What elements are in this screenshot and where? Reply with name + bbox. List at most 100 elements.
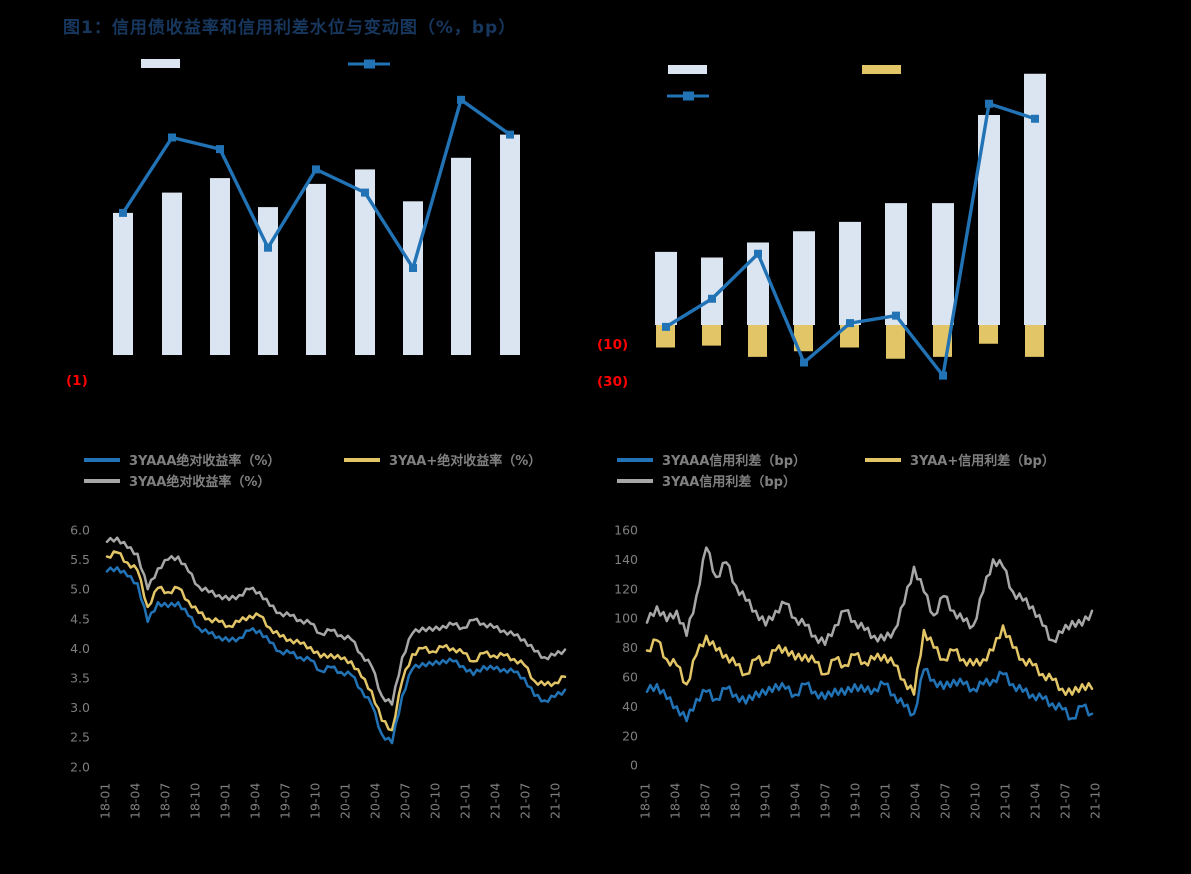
negative-axis-label: (30) (597, 374, 628, 390)
legend-row: 3YAA信用利差（bp） (617, 470, 1191, 491)
x-tick-label: 20-07 (398, 783, 413, 819)
legend-row: 3YAA绝对收益率（%） (84, 470, 589, 491)
line-marker (409, 264, 417, 272)
legend-row: 3YAAA绝对收益率（%） 3YAA+绝对收益率（%） (84, 449, 589, 470)
line-marker (708, 294, 716, 303)
series-line-1 (645, 624, 1094, 697)
level-bar (113, 212, 133, 355)
x-tick-label: 19-10 (308, 783, 323, 819)
line-marker (754, 249, 762, 258)
legend-item-3yaa-plus-yield: 3YAA+绝对收益率（%） (344, 450, 541, 469)
x-tick-label: 18-07 (158, 783, 173, 819)
y-tick-label: 0 (630, 758, 638, 773)
y-tick-label: 80 (622, 640, 638, 655)
change-bar (748, 325, 767, 357)
top-right-spread-bar-line-chart: (10) (30) (597, 65, 1046, 390)
y-tick-label: 100 (614, 611, 638, 626)
level-bar (403, 201, 423, 355)
legend-bar-swatch-icon (862, 65, 901, 74)
y-tick-label: 20 (622, 728, 638, 743)
line-marker (800, 358, 808, 367)
level-bar (839, 221, 861, 325)
bottom-left-legend: 3YAAA绝对收益率（%） 3YAA+绝对收益率（%） 3YAA绝对收益率（%） (84, 449, 589, 491)
legend-label: 3YAA+绝对收益率（%） (389, 454, 542, 469)
x-tick-label: 20-04 (368, 783, 383, 819)
legend-row: 3YAAA信用利差（bp） 3YAA+信用利差（bp） (617, 449, 1191, 470)
legend-label: 3YAAA绝对收益率（%） (129, 454, 281, 469)
line-marker (264, 243, 272, 252)
x-tick-label: 21-10 (548, 783, 563, 819)
level-bar (306, 183, 326, 355)
negative-axis-label: (1) (66, 373, 88, 389)
legend-item-3yaa-spread: 3YAA信用利差（bp） (617, 471, 796, 490)
negative-axis-label: (10) (597, 337, 628, 353)
x-tick-label: 21-01 (458, 783, 473, 819)
level-bar (355, 169, 375, 355)
x-tick-label: 20-04 (908, 783, 923, 819)
line-marker (662, 322, 670, 331)
bottom-right-spread-line-chart: 160 140 120 100 80 60 40 20 018-01 18-04 18-07 18-1… (614, 523, 1103, 820)
series-line-2 (105, 536, 567, 706)
x-tick-label: 19-04 (248, 783, 263, 819)
legend-marker-swatch-icon (364, 59, 375, 69)
level-bar (701, 257, 723, 325)
x-tick-label: 18-04 (668, 783, 683, 819)
gray-line-swatch-icon (84, 478, 120, 483)
yellow-line-swatch-icon (344, 457, 380, 462)
line-marker (1031, 114, 1039, 123)
x-tick-label: 18-01 (98, 783, 113, 819)
line-marker (119, 208, 127, 217)
level-bar (1024, 73, 1046, 325)
x-tick-label: 20-01 (338, 783, 353, 819)
level-bar (978, 115, 1000, 325)
line-marker (457, 95, 465, 104)
line-marker (985, 99, 993, 108)
line-marker (168, 133, 176, 142)
x-tick-label: 18-10 (728, 783, 743, 819)
y-tick-label: 120 (614, 581, 638, 596)
legend-label: 3YAA信用利差（bp） (662, 475, 796, 490)
legend-label: 3YAA+信用利差（bp） (910, 454, 1055, 469)
legend-item-3yaaa-spread: 3YAAA信用利差（bp） (617, 450, 865, 469)
figure-title: 图1：信用债收益率和信用利差水位与变动图（%，bp） (63, 18, 517, 38)
x-tick-label: 21-04 (1028, 783, 1043, 819)
change-bar (886, 325, 905, 359)
series-line-0 (645, 667, 1094, 723)
change-bar (1025, 325, 1044, 357)
level-bar (655, 251, 677, 325)
x-tick-label: 19-01 (758, 783, 773, 819)
y-tick-label: 4.0 (70, 641, 90, 656)
bottom-left-yield-line-chart: 6.0 5.5 5.0 4.5 4.0 3.5 3.0 2.5 2.0 18-01 18-04 18-… (70, 523, 567, 819)
legend-item-3yaa-plus-spread: 3YAA+信用利差（bp） (865, 450, 1055, 469)
y-tick-label: 6.0 (70, 523, 90, 538)
line-marker (939, 371, 947, 380)
x-tick-label: 21-07 (1058, 783, 1073, 819)
x-tick-label: 20-01 (878, 783, 893, 819)
change-bar (702, 325, 721, 346)
x-tick-label: 20-10 (428, 783, 443, 819)
yellow-line-swatch-icon (865, 457, 901, 462)
x-tick-label: 18-07 (698, 783, 713, 819)
y-tick-label: 40 (622, 699, 638, 714)
x-tick-label: 21-10 (1088, 783, 1103, 819)
line-marker (361, 188, 369, 197)
level-bar (162, 192, 182, 355)
legend-bar-swatch-icon (668, 65, 707, 74)
level-bar (210, 178, 230, 355)
x-tick-label: 20-07 (938, 783, 953, 819)
legend-item-3yaaa-yield: 3YAAA绝对收益率（%） (84, 450, 344, 469)
line-marker (216, 145, 224, 154)
series-line-2 (645, 546, 1094, 646)
series-line-0 (105, 566, 567, 745)
x-tick-label: 20-10 (968, 783, 983, 819)
level-bar (932, 203, 954, 325)
change-bar (794, 325, 813, 352)
level-bar (258, 207, 278, 355)
line-marker (892, 311, 900, 320)
x-tick-label: 21-07 (518, 783, 533, 819)
legend-bar-swatch-icon (141, 59, 180, 68)
x-tick-label: 19-07 (818, 783, 833, 819)
y-tick-label: 3.0 (70, 700, 90, 715)
y-tick-label: 60 (622, 670, 638, 685)
